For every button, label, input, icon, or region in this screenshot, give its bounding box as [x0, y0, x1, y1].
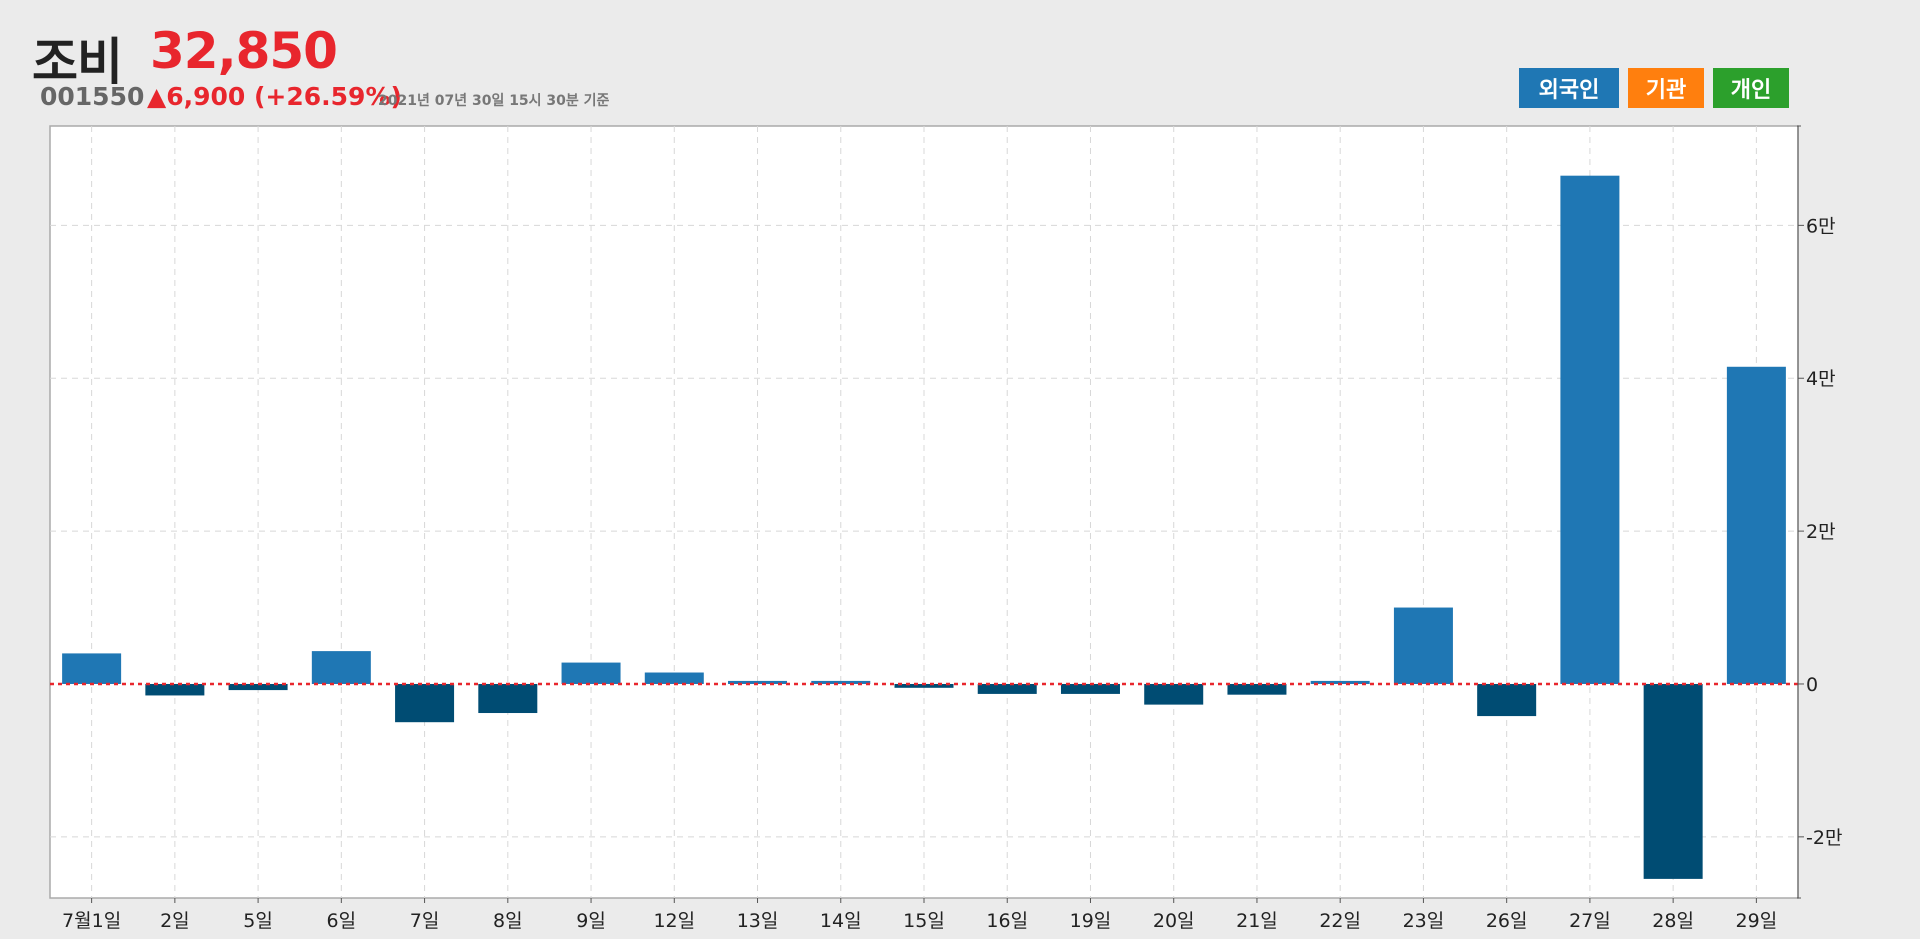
- y-tick-label: 6만: [1806, 215, 1836, 237]
- x-tick-label: 15일: [903, 910, 945, 932]
- bar-23일: [1393, 607, 1453, 684]
- x-tick-label: 28일: [1652, 910, 1694, 932]
- bar-15일: [894, 683, 954, 688]
- x-tick-label: 9일: [576, 910, 606, 932]
- x-tick-label: 5일: [243, 910, 273, 932]
- bar-6일: [311, 651, 371, 684]
- x-tick-label: 8일: [493, 910, 523, 932]
- legend-individual-button[interactable]: 개인: [1713, 68, 1789, 108]
- bar-29일: [1726, 366, 1786, 684]
- bar-5일: [228, 683, 288, 691]
- bar-12일: [644, 672, 704, 684]
- bar-28일: [1643, 683, 1703, 879]
- y-tick-label: -2만: [1806, 827, 1842, 849]
- stock-price: 32,850: [150, 22, 338, 80]
- bar-26일: [1477, 683, 1537, 717]
- bar-22일: [1310, 680, 1370, 684]
- bar-2일: [145, 683, 205, 696]
- stock-name: 조비: [32, 33, 123, 91]
- bar-9일: [561, 662, 621, 684]
- x-tick-label: 21일: [1236, 910, 1278, 932]
- x-tick-label: 23일: [1403, 910, 1445, 932]
- x-tick-label: 6일: [327, 910, 357, 932]
- x-tick-label: 12일: [653, 910, 695, 932]
- x-tick-label: 16일: [986, 910, 1028, 932]
- bar-19일: [1060, 683, 1120, 694]
- bar-7월1일: [62, 653, 122, 684]
- bar-20일: [1144, 683, 1204, 705]
- x-tick-label: 27일: [1569, 910, 1611, 932]
- bar-16일: [977, 683, 1037, 694]
- x-tick-label: 7월1일: [62, 910, 121, 932]
- x-tick-label: 7일: [410, 910, 440, 932]
- bar-27일: [1560, 175, 1620, 684]
- y-tick-label: 2만: [1806, 521, 1836, 543]
- x-tick-label: 29일: [1736, 910, 1778, 932]
- y-tick-label: 4만: [1806, 368, 1836, 390]
- x-tick-label: 14일: [820, 910, 862, 932]
- x-tick-label: 19일: [1070, 910, 1112, 932]
- bar-7일: [395, 683, 455, 723]
- bar-14일: [811, 680, 871, 684]
- x-tick-label: 22일: [1319, 910, 1361, 932]
- stock-code: 001550: [40, 82, 145, 111]
- x-tick-label: 13일: [737, 910, 779, 932]
- price-change: ▲6,900 (+26.59%): [147, 82, 402, 111]
- bar-13일: [728, 680, 788, 684]
- legend-institution-button[interactable]: 기관: [1628, 68, 1704, 108]
- x-tick-label: 20일: [1153, 910, 1195, 932]
- x-tick-label: 2일: [160, 910, 190, 932]
- x-tick-label: 26일: [1486, 910, 1528, 932]
- y-tick-label: 0: [1806, 674, 1818, 696]
- legend-foreigner-button[interactable]: 외국인: [1519, 68, 1619, 108]
- bar-8일: [478, 683, 538, 714]
- timestamp: 2021년 07년 30일 15시 30분 기준: [378, 93, 610, 109]
- bar-21일: [1227, 683, 1287, 695]
